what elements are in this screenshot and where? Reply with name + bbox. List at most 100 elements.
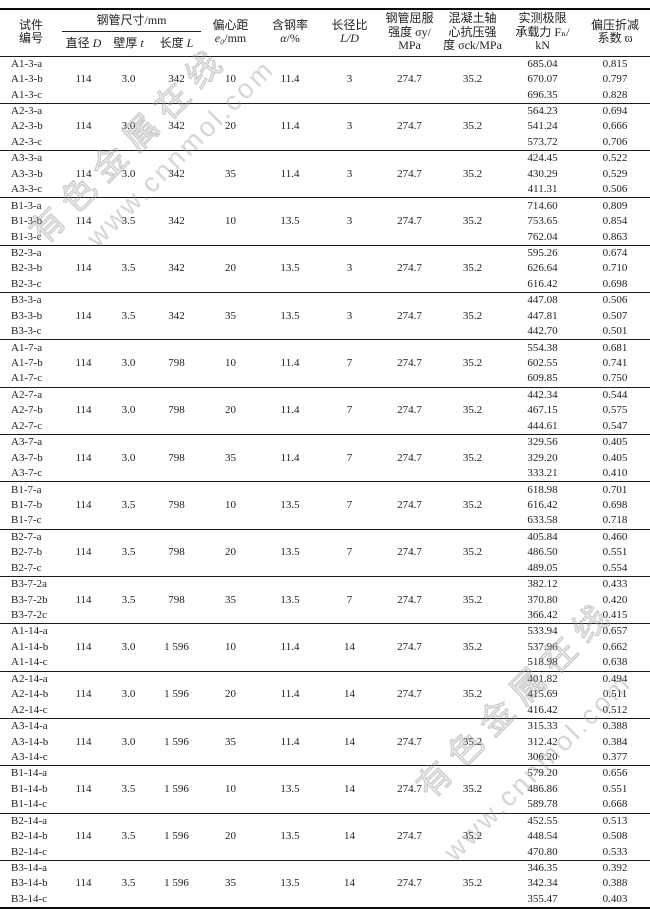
specimen-id-cell: B1-7-c bbox=[11, 514, 42, 527]
ld-ratio-cell bbox=[320, 135, 379, 151]
diameter-cell: 114 bbox=[75, 215, 92, 228]
ld-ratio-cell bbox=[320, 528, 380, 546]
yield-strength-cell: 274.7 bbox=[397, 593, 422, 606]
ultimate-load-cell: 442.34 bbox=[505, 386, 581, 404]
yield-strength-cell: 274.7 bbox=[397, 309, 422, 322]
yield-strength-cell bbox=[379, 244, 441, 262]
specimen-id-cell: A2-3-b bbox=[11, 120, 43, 133]
reduction-factor-cell: 0.388 bbox=[580, 717, 650, 735]
specimen-id-cell: B2-14-a bbox=[0, 812, 62, 829]
eccentricity-cell bbox=[201, 702, 260, 718]
concrete-strength-cell: 35.2 bbox=[462, 688, 483, 701]
specimen-id-cell: A1-14-c bbox=[11, 656, 48, 669]
concrete-strength-cell bbox=[440, 292, 506, 309]
specimen-id-cell: A2-14-b bbox=[11, 688, 49, 701]
table-row: B2-3-b 114 3.5 342 20 13.5 3 274.7 35.2 626.64 0.7… bbox=[0, 261, 650, 276]
concrete-strength-cell bbox=[440, 182, 505, 198]
thickness-cell bbox=[105, 513, 152, 529]
concrete-strength-cell: 35.2 bbox=[462, 782, 483, 795]
diameter-cell bbox=[62, 182, 105, 198]
eccentricity-cell: 10 bbox=[225, 357, 237, 370]
table-row: A2-14-c 416.42 0.512 bbox=[0, 702, 650, 718]
length-cell bbox=[152, 670, 202, 687]
steel-ratio-cell bbox=[260, 87, 320, 103]
ultimate-load-cell: 405.84 bbox=[505, 528, 581, 546]
ld-ratio-cell: 14 bbox=[344, 877, 356, 890]
eccentricity-cell bbox=[201, 481, 261, 498]
reduction-factor-cell: 0.405 bbox=[602, 451, 628, 464]
reduction-factor-cell: 0.506 bbox=[602, 183, 628, 196]
yield-strength-cell bbox=[379, 575, 441, 593]
steel-ratio-cell: 13.5 bbox=[280, 498, 300, 511]
concrete-strength-cell bbox=[440, 608, 505, 624]
length-cell bbox=[152, 513, 201, 529]
ultimate-load-cell: 415.69 bbox=[527, 688, 558, 701]
reduction-factor-cell: 0.405 bbox=[580, 434, 650, 451]
length-cell: 1 596 bbox=[164, 877, 189, 890]
concrete-strength-cell bbox=[440, 386, 506, 404]
ultimate-load-cell: 626.64 bbox=[527, 262, 558, 275]
specimen-id-cell: A2-14-a bbox=[0, 670, 62, 687]
length-cell bbox=[152, 765, 202, 782]
eccentricity-cell bbox=[201, 434, 261, 451]
ld-ratio-cell bbox=[320, 844, 379, 860]
ultimate-load-cell: 329.56 bbox=[505, 434, 581, 451]
eccentricity-cell: 10 bbox=[225, 640, 237, 653]
reduction-factor-cell: 0.657 bbox=[580, 623, 650, 640]
diameter-cell bbox=[62, 513, 105, 529]
ld-ratio-cell: 14 bbox=[344, 640, 356, 653]
yield-strength-cell: 274.7 bbox=[397, 215, 422, 228]
thickness-cell: 3.0 bbox=[121, 404, 136, 417]
concrete-strength-cell bbox=[440, 844, 505, 860]
table-row: B3-14-a 346.35 0.392 bbox=[0, 859, 650, 877]
steel-ratio-cell bbox=[260, 892, 320, 908]
diameter-cell bbox=[62, 575, 105, 593]
specimen-id-cell: B2-7-a bbox=[0, 528, 62, 546]
length-cell: 798 bbox=[168, 546, 185, 559]
yield-strength-cell bbox=[379, 623, 441, 640]
yield-strength-cell bbox=[379, 371, 440, 387]
specimen-id-cell: A3-7-c bbox=[11, 467, 43, 480]
diameter-cell: 114 bbox=[75, 782, 92, 795]
table-row: B2-7-c 489.05 0.554 bbox=[0, 561, 650, 577]
specimen-id-cell: B2-3-a bbox=[0, 244, 62, 262]
steel-ratio-cell: 13.5 bbox=[280, 593, 300, 606]
table-row: B1-14-c 589.78 0.668 bbox=[0, 797, 650, 813]
diameter-cell: 114 bbox=[75, 120, 92, 133]
header-specimen-id: 试件 编号 bbox=[18, 17, 43, 46]
length-cell bbox=[152, 717, 202, 735]
ld-ratio-cell bbox=[320, 55, 380, 72]
ld-ratio-cell: 7 bbox=[346, 498, 353, 511]
concrete-strength-cell: 35.2 bbox=[462, 73, 483, 86]
length-cell bbox=[152, 292, 202, 309]
yield-strength-cell bbox=[379, 135, 440, 151]
ultimate-load-cell: 411.31 bbox=[527, 183, 558, 196]
thickness-cell bbox=[105, 55, 152, 72]
steel-ratio-cell: 11.4 bbox=[280, 357, 300, 370]
ld-ratio-cell bbox=[320, 434, 380, 451]
table-row: A2-14-b 114 3.0 1 596 20 11.4 14 274.7 35.2 415.6… bbox=[0, 687, 650, 702]
concrete-strength-cell bbox=[440, 575, 506, 593]
yield-strength-cell bbox=[379, 481, 441, 498]
steel-ratio-cell bbox=[260, 466, 320, 482]
ultimate-load-cell: 573.72 bbox=[527, 135, 558, 148]
eccentricity-cell: 20 bbox=[225, 120, 237, 133]
steel-ratio-cell bbox=[260, 244, 321, 262]
steel-ratio-cell bbox=[260, 859, 321, 877]
specimen-id-cell: A3-14-a bbox=[0, 717, 62, 735]
thickness-cell bbox=[105, 812, 152, 829]
diameter-cell: 114 bbox=[75, 735, 92, 748]
ld-ratio-cell bbox=[320, 292, 380, 309]
table-row: A1-14-c 518.98 0.638 bbox=[0, 655, 650, 671]
eccentricity-cell bbox=[201, 244, 261, 262]
reduction-factor-cell: 0.681 bbox=[580, 339, 650, 356]
thickness-cell bbox=[105, 277, 152, 293]
yield-strength-cell bbox=[379, 434, 441, 451]
concrete-strength-cell bbox=[440, 528, 506, 546]
header-yield-strength: 钢管屈服 强度 σy/ MPa bbox=[385, 11, 434, 52]
table-row: B3-7-2c 366.42 0.415 bbox=[0, 608, 650, 624]
eccentricity-cell: 10 bbox=[225, 782, 237, 795]
table-header: 试件 编号 钢管尺寸/mm 偏心距 e₀/mm 含钢率 α/% 长径比 L/D bbox=[0, 9, 650, 56]
table-row: A2-3-a 564.23 0.694 bbox=[0, 102, 650, 120]
steel-ratio-cell bbox=[260, 419, 320, 435]
